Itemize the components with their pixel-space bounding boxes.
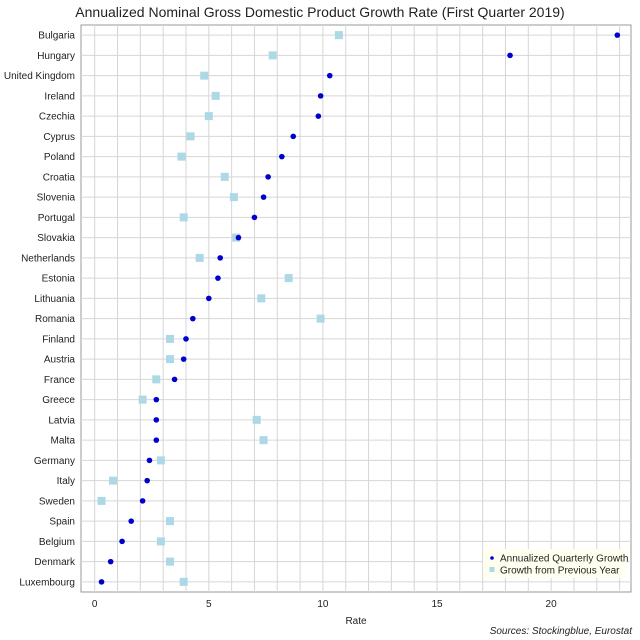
growth-previous-year-marker xyxy=(257,294,266,303)
legend-label: Annualized Quarterly Growth xyxy=(500,554,628,565)
x-tick-label: 0 xyxy=(92,599,98,610)
growth-previous-year-marker xyxy=(268,51,277,60)
growth-previous-year-marker xyxy=(97,496,106,505)
growth-previous-year-marker xyxy=(108,476,117,485)
x-axis-title: Rate xyxy=(345,616,367,627)
y-tick-label: Germany xyxy=(34,456,75,467)
annualized-quarterly-marker xyxy=(107,558,114,565)
annualized-quarterly-marker xyxy=(290,133,297,140)
annualized-quarterly-marker xyxy=(190,315,196,322)
annualized-quarterly-marker xyxy=(315,113,322,119)
growth-previous-year-marker xyxy=(229,193,238,202)
growth-previous-year-marker xyxy=(179,577,188,586)
x-tick-label: 10 xyxy=(317,599,329,610)
annualized-quarterly-marker xyxy=(153,437,160,443)
annualized-quarterly-marker xyxy=(251,214,258,221)
chart-title: Annualized Nominal Gross Domestic Produc… xyxy=(75,4,565,20)
annualized-quarterly-marker xyxy=(215,275,221,281)
annualized-quarterly-marker xyxy=(217,255,224,261)
y-tick-label: Portugal xyxy=(38,213,75,224)
growth-previous-year-marker xyxy=(166,557,175,566)
x-tick-label: 15 xyxy=(431,599,443,610)
growth-previous-year-marker xyxy=(316,314,325,323)
growth-previous-year-marker xyxy=(152,375,161,384)
plot-frame xyxy=(80,24,632,593)
y-tick-label: Romania xyxy=(35,314,75,325)
y-tick-label: Latvia xyxy=(48,415,75,426)
y-tick-label: Croatia xyxy=(43,172,76,183)
legend-square-marker xyxy=(489,567,495,572)
annualized-quarterly-marker xyxy=(146,457,153,464)
annualized-quarterly-marker xyxy=(180,356,187,362)
annualized-quarterly-marker xyxy=(265,174,271,180)
growth-previous-year-marker xyxy=(220,172,229,181)
y-tick-label: Slovakia xyxy=(37,233,75,244)
x-tick-label: 5 xyxy=(206,599,212,610)
growth-previous-year-marker xyxy=(334,31,343,40)
growth-previous-year-marker xyxy=(156,537,165,546)
growth-previous-year-marker xyxy=(156,456,165,465)
y-tick-label: Poland xyxy=(44,152,75,163)
y-tick-label: Austria xyxy=(44,355,76,366)
annualized-quarterly-marker xyxy=(128,518,135,524)
legend-box xyxy=(483,549,626,578)
growth-previous-year-marker xyxy=(259,436,268,445)
growth-previous-year-marker xyxy=(200,71,209,80)
annualized-quarterly-marker xyxy=(98,579,105,585)
annualized-quarterly-marker xyxy=(317,93,324,99)
growth-previous-year-marker xyxy=(166,517,175,526)
annualized-quarterly-marker xyxy=(279,153,285,160)
annualized-quarterly-marker xyxy=(144,477,150,484)
annualized-quarterly-marker xyxy=(183,336,189,342)
y-tick-label: Slovenia xyxy=(37,193,76,204)
y-tick-label: Bulgaria xyxy=(38,31,75,42)
annualized-quarterly-marker xyxy=(119,538,125,545)
annualized-quarterly-marker xyxy=(614,32,621,38)
y-tick-label: Malta xyxy=(51,436,76,447)
y-tick-label: Finland xyxy=(42,334,75,345)
y-tick-label: Belgium xyxy=(39,537,75,548)
annualized-quarterly-marker xyxy=(235,234,242,241)
annualized-quarterly-marker xyxy=(206,295,212,302)
annualized-quarterly-marker xyxy=(139,498,146,504)
annualized-quarterly-marker xyxy=(153,417,160,423)
annualized-quarterly-marker xyxy=(260,194,267,200)
y-tick-label: Ireland xyxy=(44,91,75,102)
annualized-quarterly-marker xyxy=(507,52,513,59)
growth-previous-year-marker xyxy=(195,253,204,262)
y-tick-label: United Kingdom xyxy=(4,71,75,82)
y-tick-label: Sweden xyxy=(39,496,75,507)
growth-previous-year-marker xyxy=(211,91,220,100)
y-tick-label: Hungary xyxy=(37,51,75,62)
y-tick-label: Cyprus xyxy=(43,132,75,143)
y-tick-label: Spain xyxy=(49,517,75,528)
y-tick-label: Czechia xyxy=(39,112,76,123)
growth-previous-year-marker xyxy=(138,395,147,404)
growth-previous-year-marker xyxy=(284,274,293,283)
y-tick-label: Luxembourg xyxy=(19,577,75,588)
annualized-quarterly-marker xyxy=(153,396,160,403)
source-note: Sources: Stockingblue, Eurostat xyxy=(489,626,632,637)
annualized-quarterly-marker xyxy=(326,72,333,79)
growth-previous-year-marker xyxy=(166,355,175,364)
growth-previous-year-marker xyxy=(179,213,188,222)
growth-previous-year-marker xyxy=(186,132,195,141)
legend-label: Growth from Previous Year xyxy=(500,566,620,577)
growth-previous-year-marker xyxy=(204,112,213,121)
legend-dot-marker xyxy=(490,556,494,560)
annualized-quarterly-marker xyxy=(171,376,178,383)
y-tick-label: Denmark xyxy=(34,557,76,568)
y-tick-label: Greece xyxy=(42,395,75,406)
y-tick-label: Italy xyxy=(57,476,75,487)
growth-previous-year-marker xyxy=(166,334,175,343)
growth-previous-year-marker xyxy=(252,415,261,424)
y-tick-label: Netherlands xyxy=(21,253,75,264)
y-tick-label: Lithuania xyxy=(34,294,75,305)
y-tick-label: France xyxy=(44,375,76,386)
y-tick-label: Estonia xyxy=(42,274,76,285)
growth-previous-year-marker xyxy=(177,152,186,161)
x-tick-label: 20 xyxy=(546,599,558,610)
